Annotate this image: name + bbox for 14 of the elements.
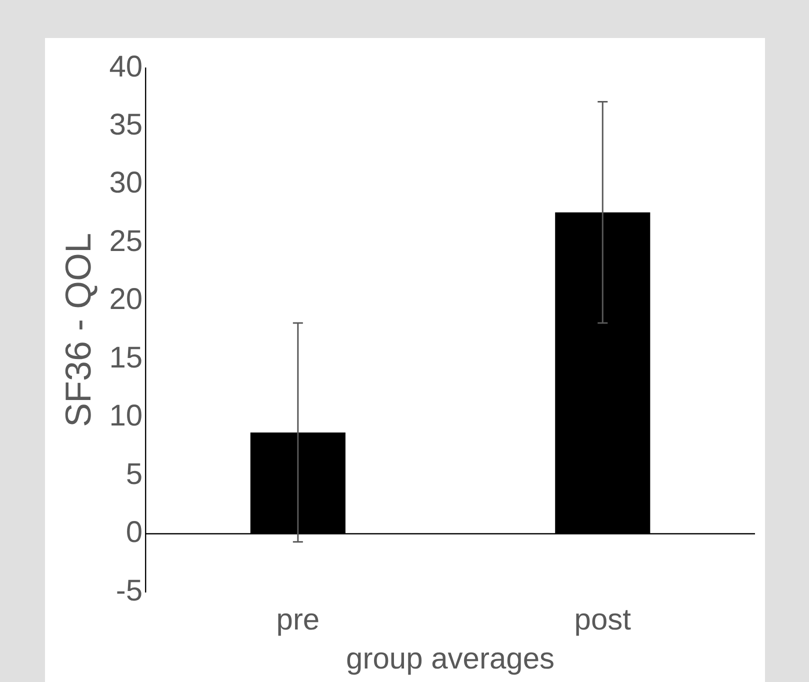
y-tick-label: 35 (109, 108, 143, 142)
y-tick-label: -5 (116, 574, 143, 608)
y-tick-label: 5 (126, 458, 143, 491)
x-tick-label: post (574, 603, 632, 636)
y-tick-label: 40 (109, 50, 143, 84)
y-axis-title: SF36 - QOL (58, 232, 99, 428)
y-tick-label: 0 (126, 516, 143, 550)
y-tick-label: 25 (109, 224, 143, 258)
y-tick-label: 30 (109, 166, 143, 200)
x-axis-title: group averages (346, 642, 555, 676)
x-tick-label: pre (276, 603, 320, 636)
y-tick-label: 10 (109, 400, 143, 433)
y-tick-label: 15 (109, 341, 143, 374)
y-tick-label: 20 (109, 283, 143, 316)
